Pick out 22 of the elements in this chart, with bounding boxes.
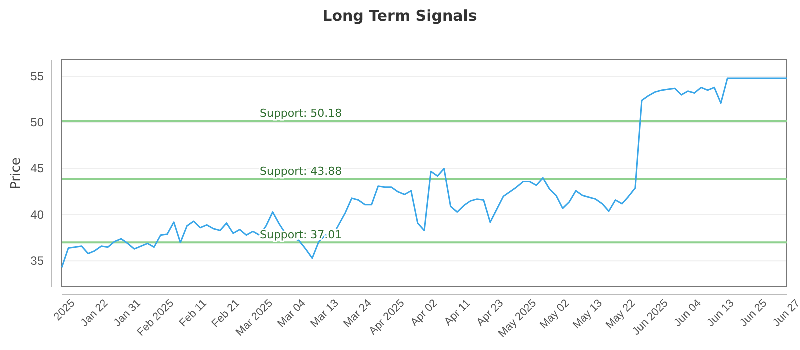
- line-series: [61, 78, 788, 268]
- x-tick-label: Jun 27: [770, 298, 800, 330]
- x-tick-label: Apr 11: [442, 298, 474, 328]
- x-tick-label: Jan 22: [78, 298, 111, 330]
- x-tick-label: May 13: [570, 298, 605, 332]
- x-tick-label: Jun 13: [704, 298, 737, 330]
- y-tick-label: 45: [30, 162, 44, 176]
- x-tick-label: Feb 11: [177, 298, 210, 330]
- x-tick-label: Mar 04: [276, 298, 308, 330]
- x-tick-label: May 02: [538, 298, 572, 332]
- y-tick-label: 40: [30, 208, 44, 222]
- x-tick-label: Apr 02: [408, 298, 440, 329]
- ref-line-label: Support: 43.88: [260, 165, 342, 178]
- ref-line-label: Support: 50.18: [260, 107, 342, 120]
- y-tick-label: 55: [30, 69, 44, 84]
- chart-title: Long Term Signals: [322, 7, 478, 25]
- x-tick-label: Jun 25: [738, 298, 770, 330]
- y-tick-label: 35: [30, 254, 44, 268]
- y-axis-title: Price: [9, 158, 24, 190]
- x-tick-label: Mar 13: [308, 298, 342, 330]
- y-tick-label: 50: [30, 116, 44, 130]
- x-tick-label: Jun 04: [672, 298, 704, 330]
